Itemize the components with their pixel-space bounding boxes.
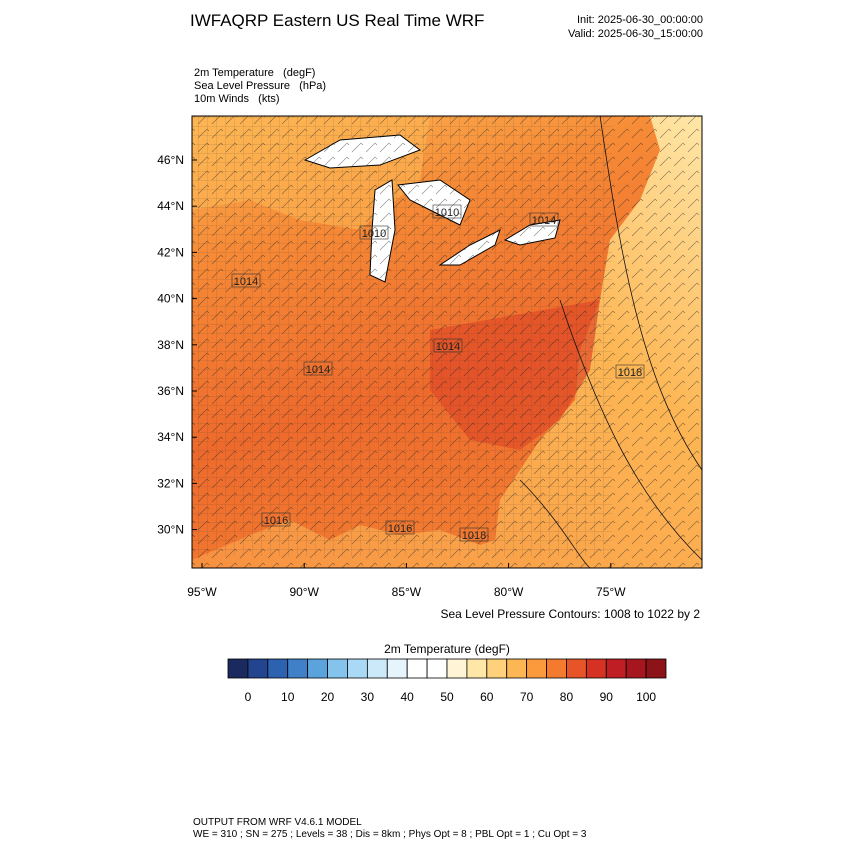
colorbar-box (526, 658, 547, 679)
lat-label: 30°N (157, 523, 184, 537)
colorbar-label: 0 (245, 690, 252, 704)
valid-time: Valid: 2025-06-30_15:00:00 (568, 28, 703, 40)
lat-label: 34°N (157, 430, 184, 444)
colorbar-box (307, 658, 328, 679)
colorbar-box (406, 658, 428, 679)
colorbar-box (227, 658, 249, 679)
field-name: 10m Winds (kts) (194, 93, 280, 105)
colorbar-label: 90 (600, 690, 614, 704)
colorbar-label: 60 (480, 690, 494, 704)
map-frame (191, 115, 703, 569)
field-name: 2m Temperature (degF) (194, 67, 315, 79)
lat-label: 44°N (157, 199, 184, 213)
colorbar-box (585, 658, 607, 679)
lon-label: 75°W (596, 585, 626, 599)
lat-label: 32°N (157, 476, 184, 490)
colorbar-box (486, 658, 508, 679)
contour-label-box (385, 520, 415, 535)
colorbar-label: 30 (361, 690, 375, 704)
contour-label: 1014 (532, 215, 556, 227)
contour-label-box (529, 212, 559, 227)
footer-line: OUTPUT FROM WRF V4.6.1 MODEL (193, 817, 362, 828)
colorbar-box (605, 658, 627, 679)
contour-label: 1014 (306, 364, 330, 376)
colorbar-label: 70 (520, 690, 534, 704)
colorbar-box (366, 658, 388, 679)
contour-label: 1010 (435, 207, 459, 219)
colorbar-box (347, 658, 368, 679)
colorbar-box (546, 658, 567, 679)
colorbar-label: 50 (440, 690, 454, 704)
wind-barbs (192, 116, 702, 568)
pressure-contours (519, 116, 702, 568)
lat-label: 36°N (157, 384, 184, 398)
colorbar-box (625, 658, 647, 679)
lon-label: 80°W (494, 585, 524, 599)
contour-label-box (459, 527, 489, 542)
contour-label: 1016 (264, 515, 288, 527)
colorbar-title: 2m Temperature (degF) (384, 642, 510, 656)
contour-label: 1016 (388, 523, 412, 535)
colorbar-label: 100 (636, 690, 656, 704)
lat-label: 42°N (157, 245, 184, 259)
field-list: 2m Temperature (degF)Sea Level Pressure … (194, 67, 326, 105)
contour-label: 1018 (462, 530, 486, 542)
colorbar-box (645, 658, 667, 679)
lon-label: 85°W (392, 585, 422, 599)
lat-label: 38°N (157, 338, 184, 352)
field-name: Sea Level Pressure (hPa) (194, 80, 326, 92)
contour-label: 1018 (618, 367, 642, 379)
colorbar-box (386, 658, 408, 679)
contour-label-box (231, 273, 261, 288)
contour-label-box (432, 204, 462, 219)
lon-label: 95°W (187, 585, 217, 599)
colorbar-label: 10 (281, 690, 295, 704)
colorbar-box (506, 658, 528, 679)
colorbar-label: 80 (560, 690, 574, 704)
contour-label-box (303, 361, 333, 376)
contour-label: 1014 (234, 276, 258, 288)
lat-label: 46°N (157, 153, 184, 167)
lat-label: 40°N (157, 292, 184, 306)
init-time: Init: 2025-06-30_00:00:00 (577, 14, 703, 26)
contour-label: 1014 (436, 341, 460, 353)
colorbar-box (327, 658, 348, 679)
contour-label-box (359, 225, 389, 240)
contour-note: Sea Level Pressure Contours: 1008 to 102… (441, 607, 701, 621)
colorbar-box (566, 658, 587, 679)
contour-label: 1010 (362, 228, 386, 240)
colorbar-label: 40 (401, 690, 415, 704)
map (192, 116, 702, 568)
colorbar-label: 20 (321, 690, 335, 704)
colorbar-box (466, 658, 488, 679)
colorbar-box (247, 658, 269, 679)
contour-label-box (615, 364, 645, 379)
contour-label-box (433, 338, 463, 353)
title: IWFAQRP Eastern US Real Time WRF (190, 11, 484, 30)
colorbar-box (287, 658, 309, 679)
lon-label: 90°W (289, 585, 319, 599)
footer-line: WE = 310 ; SN = 275 ; Levels = 38 ; Dis … (193, 829, 587, 840)
colorbar-box (426, 658, 448, 679)
colorbar-box (267, 658, 289, 679)
contour-label-box (261, 512, 291, 527)
colorbar-box (446, 658, 468, 679)
